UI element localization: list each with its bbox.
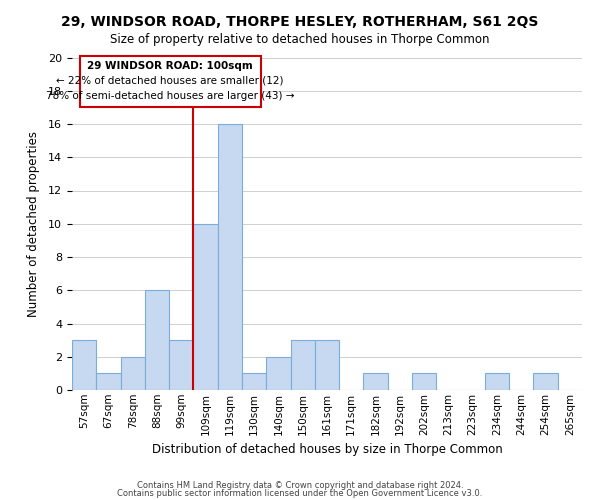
Bar (412, 374, 436, 390)
Text: 29 WINDSOR ROAD: 100sqm: 29 WINDSOR ROAD: 100sqm (88, 61, 253, 71)
Bar (193, 224, 218, 390)
Text: 29, WINDSOR ROAD, THORPE HESLEY, ROTHERHAM, S61 2QS: 29, WINDSOR ROAD, THORPE HESLEY, ROTHERH… (61, 15, 539, 29)
Text: Contains HM Land Registry data © Crown copyright and database right 2024.: Contains HM Land Registry data © Crown c… (137, 480, 463, 490)
Bar (242, 374, 266, 390)
Text: Contains public sector information licensed under the Open Government Licence v3: Contains public sector information licen… (118, 489, 482, 498)
Bar (364, 374, 388, 390)
Text: Size of property relative to detached houses in Thorpe Common: Size of property relative to detached ho… (110, 32, 490, 46)
Y-axis label: Number of detached properties: Number of detached properties (27, 130, 40, 317)
Bar (315, 340, 339, 390)
Text: 78% of semi-detached houses are larger (43) →: 78% of semi-detached houses are larger (… (46, 91, 295, 101)
X-axis label: Distribution of detached houses by size in Thorpe Common: Distribution of detached houses by size … (152, 443, 502, 456)
Bar (218, 124, 242, 390)
Bar (266, 357, 290, 390)
Bar (96, 374, 121, 390)
FancyBboxPatch shape (80, 56, 260, 108)
Bar (145, 290, 169, 390)
Text: ← 22% of detached houses are smaller (12): ← 22% of detached houses are smaller (12… (56, 76, 284, 86)
Bar (169, 340, 193, 390)
Bar (121, 357, 145, 390)
Bar (72, 340, 96, 390)
Bar (290, 340, 315, 390)
Bar (485, 374, 509, 390)
Bar (533, 374, 558, 390)
